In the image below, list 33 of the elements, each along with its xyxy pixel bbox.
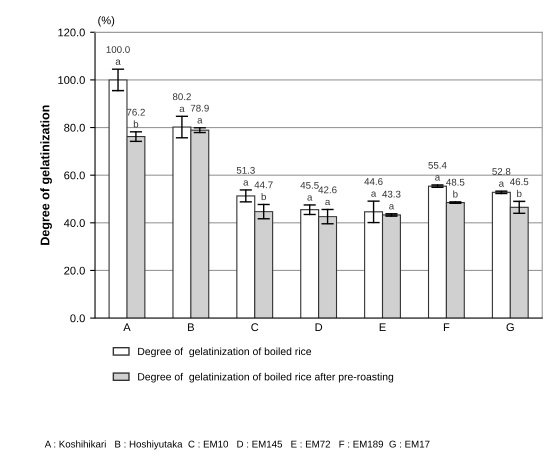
data-label: 78.9 a (190, 104, 209, 124)
y-tick-label: 60.0 (64, 171, 85, 180)
y-tick-label: 80.0 (64, 124, 85, 132)
text: A : Koshihikari B : Hoshiyutaka C : EM10 D : EM145 E : EM72 F : EM189 G : EM17 (44, 440, 430, 450)
data-label: 80.2 a (172, 93, 191, 112)
data-label: 76.2 b (126, 108, 145, 128)
x-tick-label: A (123, 323, 131, 332)
legend-label: Degree of gelatinization of boiled rice (138, 347, 312, 358)
y-axis-title: Degree of gelatinization (40, 105, 52, 245)
data-label: 55.4 a (428, 162, 447, 181)
y-tick-label: 100.0 (58, 76, 85, 84)
data-label: 48.5 b (446, 178, 464, 198)
text: (%) (98, 16, 114, 26)
data-label: 44.6 a (364, 178, 383, 197)
data-label: 44.7 b (254, 182, 273, 200)
data-label: 46.5 b (510, 178, 528, 198)
y-tick-label: 20.0 (64, 266, 85, 275)
x-tick-label: F (444, 323, 450, 332)
x-tick-label: C (251, 323, 258, 332)
legend-label: Degree of gelatinization of boiled rice after pre-roasting (138, 372, 394, 383)
x-tick-label: D (316, 323, 322, 332)
data-label: 43.3 a (382, 190, 400, 210)
y-tick-label: 40.0 (64, 219, 85, 227)
y-tick-label: 120.0 (58, 28, 85, 36)
x-tick-label: E (380, 323, 386, 332)
data-label: 42.6 a (318, 186, 337, 206)
data-label: 100.0 a (106, 46, 130, 65)
data-label: 45.5 a (300, 182, 319, 201)
y-tick-label: 0.0 (70, 314, 85, 322)
data-label: 51.3 a (236, 166, 255, 186)
x-tick-label: B (188, 323, 194, 332)
x-tick-label: G (506, 323, 514, 332)
data-label: 52.8 a (492, 168, 510, 187)
